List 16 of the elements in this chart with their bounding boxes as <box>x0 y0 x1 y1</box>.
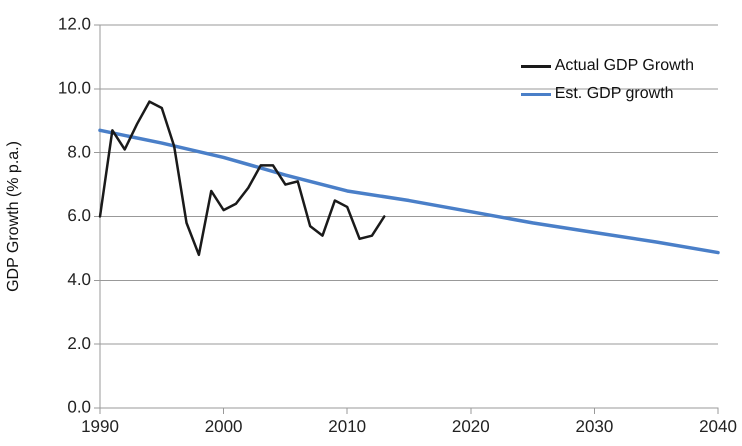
y-tick-label: 4.0 <box>67 270 91 290</box>
legend-label: Est. GDP growth <box>554 85 674 103</box>
legend-label: Actual GDP Growth <box>554 57 694 75</box>
x-tick-label: 2010 <box>328 416 366 436</box>
x-tick-label: 2000 <box>204 416 243 436</box>
y-tick-label: 0.0 <box>67 398 91 417</box>
y-tick-label: 8.0 <box>67 142 91 162</box>
y-tick-label: 2.0 <box>67 334 91 353</box>
y-tick-label: 12.0 <box>58 14 91 34</box>
y-tick-label: 6.0 <box>67 206 91 226</box>
x-tick-label: 2030 <box>575 416 614 436</box>
y-tick-label: 10.0 <box>58 78 91 98</box>
x-tick-label: 2020 <box>452 416 490 436</box>
x-tick-label: 2040 <box>699 416 737 436</box>
x-tick-label: 1990 <box>81 416 119 436</box>
y-axis-title: GDP Growth (% p.a.) <box>5 141 22 292</box>
